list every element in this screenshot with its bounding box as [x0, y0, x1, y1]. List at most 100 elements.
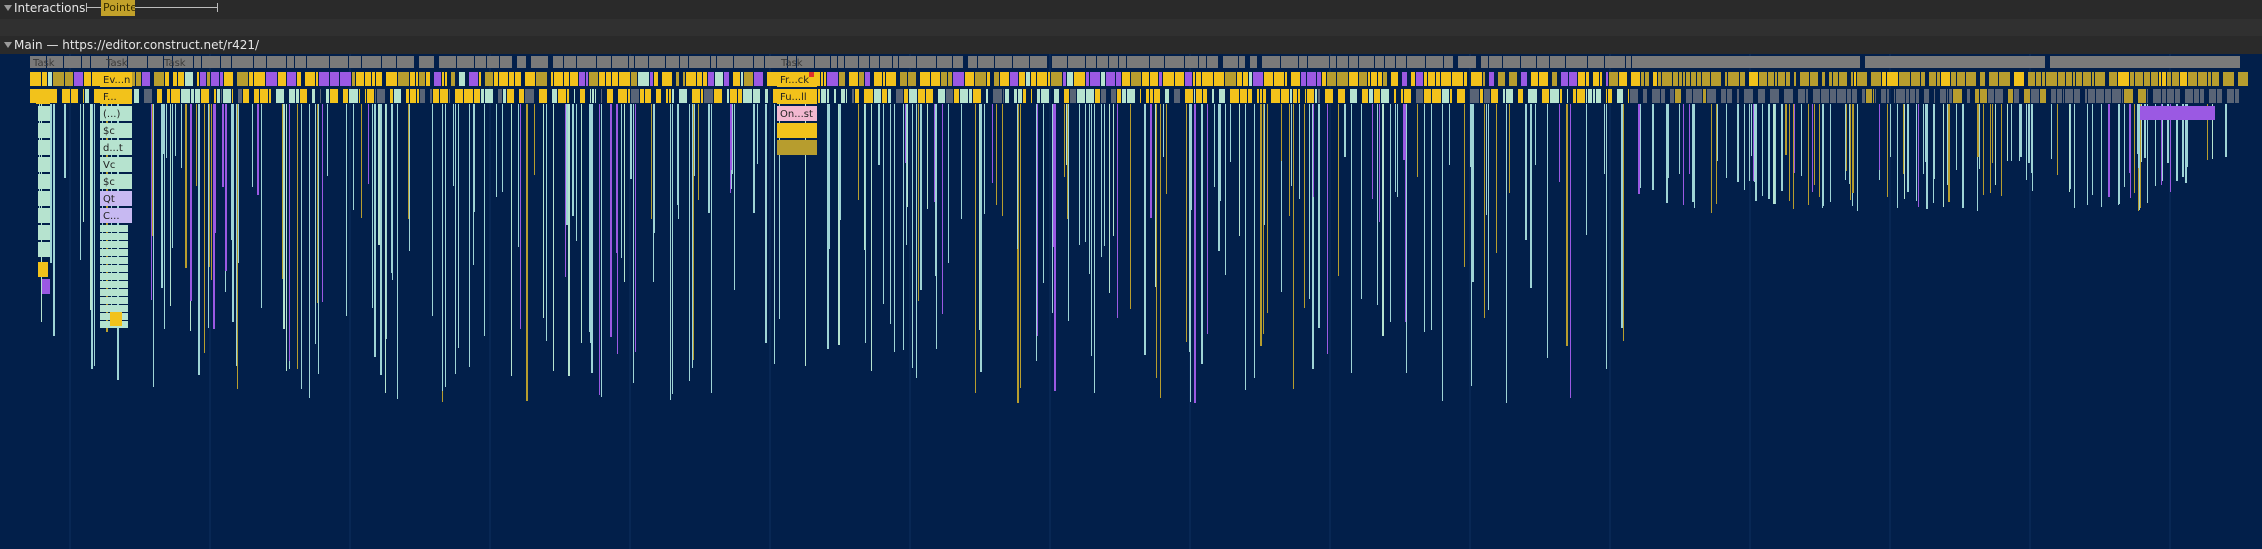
flame-frame-deep[interactable] [38, 106, 50, 121]
call-stack-spike[interactable] [2118, 104, 2119, 205]
function-call-block[interactable] [994, 72, 999, 86]
task-block[interactable] [597, 56, 611, 68]
function-call-block[interactable] [656, 89, 661, 103]
call-stack-spike[interactable] [708, 104, 710, 213]
call-stack-spike[interactable] [1717, 104, 1718, 161]
function-call-block[interactable] [2031, 89, 2039, 103]
call-stack-spike[interactable] [1144, 104, 1146, 355]
function-call-block[interactable] [165, 72, 169, 86]
task-block[interactable] [397, 56, 414, 68]
function-call-block[interactable] [1031, 72, 1036, 86]
function-call-block[interactable] [704, 89, 713, 103]
call-stack-spike[interactable] [322, 104, 323, 302]
call-stack-spike[interactable] [496, 104, 497, 197]
flame-chart[interactable]: Ev...n F... (...) $c d...t Vc $c Qt C... Fr...ck F… [0, 54, 2262, 549]
task-block[interactable] [295, 56, 306, 68]
function-call-block[interactable] [1643, 89, 1647, 103]
function-call-block[interactable] [1054, 89, 1059, 103]
function-call-block[interactable] [1371, 72, 1377, 86]
task-block[interactable] [765, 56, 787, 68]
call-stack-spike[interactable] [779, 104, 780, 319]
call-stack-spike[interactable] [894, 104, 895, 352]
call-stack-spike[interactable] [805, 104, 806, 366]
call-stack-spike[interactable] [1623, 104, 1624, 341]
function-call-block[interactable] [855, 89, 859, 103]
call-stack-spike[interactable] [635, 104, 636, 352]
function-call-block[interactable] [1101, 89, 1106, 103]
task-block[interactable] [1588, 56, 1604, 68]
call-stack-spike[interactable] [1405, 104, 1406, 322]
call-stack-spike[interactable] [1753, 104, 1754, 181]
rendering-block[interactable] [2140, 106, 2195, 120]
function-call-block[interactable] [1106, 72, 1115, 86]
task-block[interactable] [797, 56, 814, 68]
function-call-block[interactable] [1810, 72, 1818, 86]
call-stack-spike[interactable] [1879, 104, 1880, 170]
call-stack-spike[interactable] [2026, 104, 2027, 180]
function-call-block[interactable] [1833, 72, 1838, 86]
call-stack-spike[interactable] [1525, 104, 1527, 240]
call-stack-spike[interactable] [518, 104, 519, 247]
function-call-block[interactable] [316, 72, 318, 86]
call-stack-spike[interactable] [890, 104, 891, 324]
function-call-block[interactable] [1957, 72, 1965, 86]
flame-frame-ev-n[interactable] [100, 72, 132, 87]
function-call-block[interactable] [909, 89, 917, 103]
function-call-block[interactable] [445, 72, 447, 86]
call-stack-spike[interactable] [2069, 104, 2070, 192]
call-stack-spike[interactable] [829, 104, 830, 249]
task-block[interactable] [64, 56, 81, 68]
function-call-block[interactable] [142, 72, 150, 86]
function-call-block[interactable] [1378, 72, 1382, 86]
function-call-block[interactable] [2124, 89, 2133, 103]
function-call-block[interactable] [841, 89, 845, 103]
flame-frame-fu-ll[interactable] [777, 89, 817, 104]
function-call-block[interactable] [1806, 89, 1808, 103]
function-call-block[interactable] [1240, 89, 1247, 103]
function-call-block[interactable] [1852, 89, 1857, 103]
call-stack-spike[interactable] [1085, 104, 1086, 242]
function-call-block[interactable] [92, 72, 101, 86]
function-call-block[interactable] [1368, 72, 1370, 86]
function-call-block[interactable] [459, 72, 465, 86]
function-call-block[interactable] [960, 89, 968, 103]
call-stack-spike[interactable] [1281, 104, 1282, 292]
function-call-block[interactable] [744, 72, 753, 86]
call-stack-spike[interactable] [458, 104, 459, 348]
call-stack-spike[interactable] [1067, 104, 1068, 219]
function-call-block[interactable] [154, 72, 164, 86]
call-stack-spike[interactable] [2057, 104, 2058, 175]
task-block[interactable] [1207, 56, 1218, 68]
function-call-block[interactable] [181, 89, 190, 103]
function-call-block[interactable] [1661, 89, 1665, 103]
function-call-block[interactable] [1728, 72, 1739, 86]
task-block[interactable] [649, 56, 665, 68]
function-call-block[interactable] [824, 72, 826, 86]
call-stack-spike[interactable] [1990, 104, 1991, 193]
function-call-block[interactable] [579, 72, 585, 86]
function-call-block[interactable] [1561, 72, 1568, 86]
call-stack-spike[interactable] [1160, 104, 1161, 398]
function-call-block[interactable] [1887, 89, 1889, 103]
function-call-block[interactable] [1854, 72, 1856, 86]
call-stack-spike[interactable] [442, 104, 443, 391]
function-call-block[interactable] [136, 72, 141, 86]
call-stack-spike[interactable] [734, 104, 735, 290]
function-call-block[interactable] [669, 89, 671, 103]
call-stack-spike[interactable] [1789, 104, 1790, 201]
call-stack-spike[interactable] [1652, 104, 1654, 190]
call-stack-spike[interactable] [261, 104, 262, 308]
call-stack-spike[interactable] [1749, 104, 1750, 181]
task-block[interactable] [711, 56, 716, 68]
function-call-block[interactable] [377, 89, 385, 103]
call-stack-spike[interactable] [942, 104, 943, 314]
call-stack-spike[interactable] [317, 104, 318, 303]
call-stack-spike[interactable] [1230, 104, 1231, 162]
function-call-block[interactable] [1871, 72, 1881, 86]
function-call-block[interactable] [1383, 72, 1387, 86]
function-call-block[interactable] [1142, 72, 1149, 86]
task-block[interactable] [1013, 56, 1029, 68]
task-block[interactable] [1119, 56, 1126, 68]
function-call-block[interactable] [62, 89, 70, 103]
task-block[interactable] [82, 56, 90, 68]
